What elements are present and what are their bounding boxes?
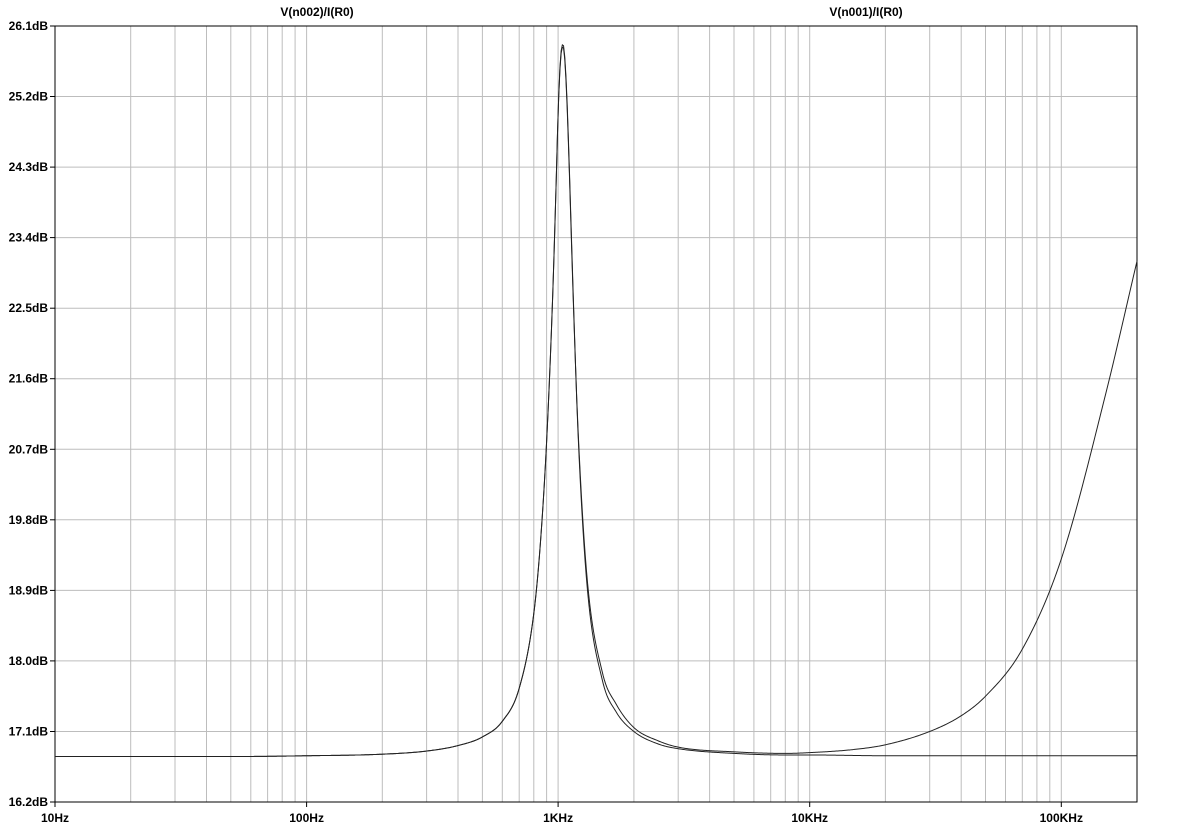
y-tick-label: 21.6dB	[9, 372, 49, 386]
grid-lines	[55, 26, 1137, 802]
x-tick-label: 1KHz	[543, 811, 573, 825]
y-tick-label: 24.3dB	[9, 160, 49, 174]
y-tick-label: 19.8dB	[9, 513, 49, 527]
y-tick-label: 26.1dB	[9, 19, 49, 33]
x-tick-label: 100Hz	[289, 811, 324, 825]
y-tick-label: 20.7dB	[9, 442, 49, 456]
y-tick-label: 23.4dB	[9, 231, 49, 245]
series-line-1	[55, 46, 1138, 758]
x-tick-label: 100KHz	[1040, 811, 1083, 825]
y-tick-label: 18.0dB	[9, 654, 49, 668]
legend-entry-v-n001: V(n001)/I(R0)	[829, 5, 902, 19]
y-tick-label: 25.2dB	[9, 90, 49, 104]
y-tick-label: 22.5dB	[9, 301, 49, 315]
x-tick-label: 10Hz	[41, 811, 69, 825]
x-axis-ticks: 10Hz 100Hz 1KHz 10KHz 100KHz	[41, 802, 1083, 825]
y-tick-label: 18.9dB	[9, 583, 49, 597]
legend-entry-v-n002: V(n002)/I(R0)	[280, 5, 353, 19]
y-axis-ticks: 26.1dB 25.2dB 24.3dB 23.4dB 22.5dB 21.6dB 20.7…	[9, 19, 55, 809]
trace-layer	[55, 43, 1138, 758]
series-line-0	[55, 43, 1137, 758]
y-tick-label: 17.1dB	[9, 725, 49, 739]
x-tick-label: 10KHz	[791, 811, 828, 825]
plot-frame	[54, 25, 1138, 803]
y-tick-label: 16.2dB	[9, 795, 49, 809]
